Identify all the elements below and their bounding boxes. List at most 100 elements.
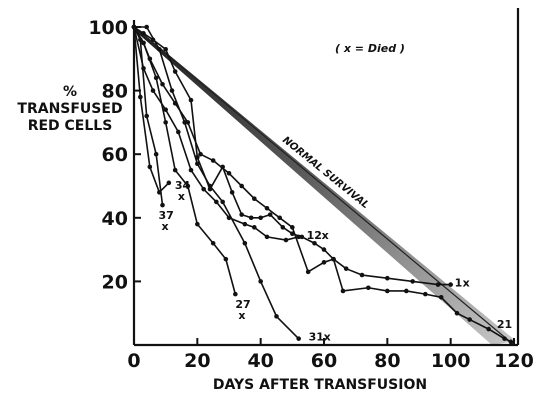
series-end-label-27: 27 xyxy=(235,298,250,311)
series-end-label-1: 1 xyxy=(455,277,463,290)
data-point xyxy=(172,167,178,173)
data-point xyxy=(157,46,162,52)
data-point xyxy=(385,288,390,294)
data-point xyxy=(438,295,444,300)
died-marker: x xyxy=(238,309,245,322)
x-tick-label: 100 xyxy=(431,350,471,372)
data-point xyxy=(163,107,168,112)
data-series xyxy=(131,24,514,345)
data-point xyxy=(239,183,244,189)
normal-survival-line xyxy=(133,26,515,346)
died-marker: x xyxy=(162,220,169,233)
data-point xyxy=(258,215,263,221)
x-tick-label: 0 xyxy=(127,350,140,372)
data-point xyxy=(454,310,460,316)
died-legend-note: ( x = Died ) xyxy=(335,42,405,55)
data-point xyxy=(176,129,181,135)
data-point xyxy=(283,237,289,243)
died-marker: x xyxy=(463,277,470,290)
data-point xyxy=(160,202,165,208)
data-point xyxy=(242,221,248,227)
data-point xyxy=(264,205,270,211)
y-tick-label: 80 xyxy=(102,81,128,103)
data-point xyxy=(502,336,507,341)
data-point xyxy=(343,266,349,271)
data-point xyxy=(467,317,472,322)
series-line-31 xyxy=(134,26,300,340)
data-point xyxy=(163,46,168,52)
data-point xyxy=(252,196,257,202)
data-point xyxy=(321,260,327,265)
data-point xyxy=(172,69,178,74)
axis-ticks: 0 20 40 60 80 100 120 20 40 60 80 100 xyxy=(88,17,534,372)
data-point xyxy=(157,190,162,195)
data-point xyxy=(195,161,200,167)
data-point xyxy=(188,167,194,173)
data-point xyxy=(233,291,238,297)
data-point xyxy=(404,288,409,294)
data-point xyxy=(252,225,257,230)
data-point xyxy=(305,269,311,275)
data-point xyxy=(248,215,254,221)
data-point xyxy=(290,225,295,230)
normal-survival-wedge xyxy=(134,26,516,345)
x-axis-title: DAYS AFTER TRANSFUSION xyxy=(213,377,427,393)
normal-survival-label: NORMAL SURVIVAL xyxy=(280,135,371,211)
data-point xyxy=(160,81,165,87)
series-21 xyxy=(131,24,514,345)
series-12 xyxy=(131,24,301,243)
y-tick-label: 60 xyxy=(102,144,128,166)
y-tick-label: 100 xyxy=(88,17,128,39)
data-point xyxy=(229,190,235,195)
data-point xyxy=(226,215,232,221)
data-point xyxy=(267,212,273,217)
data-point xyxy=(150,88,156,93)
data-point xyxy=(226,170,232,176)
series-end-label-37: 37 xyxy=(159,209,174,222)
series-end-label-34: 34 xyxy=(175,179,191,192)
data-point xyxy=(182,120,187,125)
data-point xyxy=(147,164,153,170)
died-marker: x xyxy=(324,331,331,344)
died-marker: x xyxy=(322,229,329,242)
data-point xyxy=(385,275,390,281)
series-line-21 xyxy=(133,26,512,343)
data-point xyxy=(280,225,286,230)
y-axis-title-line-2: TRANSFUSED xyxy=(17,101,122,117)
data-point xyxy=(144,24,149,30)
data-point xyxy=(147,56,153,62)
y-axis-title-line-1: % xyxy=(63,84,77,100)
series-end-label-21: 21 xyxy=(497,318,512,331)
data-point xyxy=(274,314,279,319)
data-point xyxy=(435,282,441,287)
data-point xyxy=(144,113,149,119)
data-point xyxy=(223,256,229,262)
data-point xyxy=(195,155,200,160)
data-point xyxy=(141,31,146,36)
data-point xyxy=(296,336,301,341)
data-point xyxy=(423,291,428,297)
data-point xyxy=(163,120,168,125)
data-point xyxy=(172,101,178,106)
data-point xyxy=(312,240,317,246)
data-point xyxy=(150,37,156,43)
data-point xyxy=(277,215,282,221)
data-point xyxy=(207,186,213,192)
x-tick-label: 80 xyxy=(374,350,400,372)
x-tick-label: 60 xyxy=(311,350,337,372)
y-tick-label: 40 xyxy=(102,208,128,230)
data-point xyxy=(185,183,191,189)
data-point xyxy=(185,120,191,125)
died-marker: x xyxy=(178,190,185,203)
data-point xyxy=(366,285,371,291)
data-point xyxy=(220,199,225,205)
data-point xyxy=(166,180,172,186)
series-line-1 xyxy=(133,26,451,286)
data-point xyxy=(195,221,200,227)
data-point xyxy=(508,339,514,345)
series-27 xyxy=(131,24,238,297)
data-point xyxy=(410,279,415,284)
x-tick-label: 120 xyxy=(494,350,534,372)
data-point xyxy=(153,75,159,81)
